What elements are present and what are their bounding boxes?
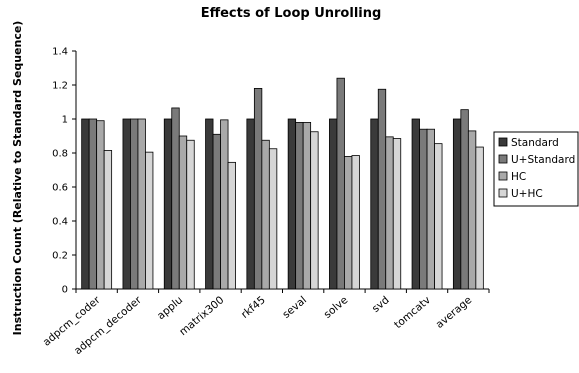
legend-swatch: [498, 137, 508, 147]
bar-standard-average: [452, 118, 462, 290]
bar-hc-adpcm-coder: [96, 120, 105, 290]
y-tick-label: 0.8: [52, 149, 68, 160]
bar-u-hc-adpcm-decoder: [145, 151, 154, 290]
bar-u-standard-tomcatv: [419, 128, 428, 290]
legend-swatch: [498, 188, 508, 198]
bar-u-standard-matrix300: [212, 133, 221, 290]
bar-u-standard-seval: [295, 122, 304, 290]
bar-u-standard-applu: [171, 107, 180, 290]
x-tick-label: rkf45: [239, 294, 268, 321]
bar-u-standard-rkf45: [253, 88, 263, 290]
y-tick-label: 0.6: [52, 183, 68, 194]
bar-u-hc-svd: [392, 138, 402, 290]
bar-u-hc-solve: [351, 155, 360, 290]
legend-label: U+HC: [511, 188, 543, 200]
bar-hc-seval: [302, 122, 312, 290]
bar-standard-rkf45: [246, 118, 255, 290]
y-tick-label: 0: [62, 285, 68, 296]
legend-label: HC: [511, 171, 526, 183]
legend-label: Standard: [511, 137, 559, 149]
bar-hc-adpcm-decoder: [137, 118, 146, 290]
bar-hc-average: [467, 130, 477, 290]
bar-hc-solve: [344, 155, 353, 290]
x-tick-label: tomcatv: [392, 294, 433, 331]
legend-label: U+Standard: [511, 154, 575, 166]
bar-u-standard-adpcm-decoder: [130, 118, 139, 290]
bar-u-standard-adpcm-coder: [88, 118, 98, 290]
bar-u-hc-seval: [310, 131, 319, 290]
bar-hc-matrix300: [220, 119, 229, 290]
bar-standard-tomcatv: [411, 118, 420, 290]
bar-u-hc-matrix300: [227, 161, 236, 290]
x-tick-label: svd: [370, 294, 392, 315]
bar-standard-seval: [287, 118, 297, 290]
bar-hc-svd: [385, 136, 394, 290]
y-tick-label: 1.4: [52, 47, 68, 58]
y-tick-label: 0.4: [52, 217, 68, 228]
y-tick-label: 1: [62, 115, 68, 126]
legend-swatch: [498, 154, 508, 164]
bar-u-standard-svd: [377, 88, 387, 290]
bar-u-hc-adpcm-coder: [103, 150, 113, 290]
bar-standard-svd: [370, 118, 379, 290]
bar-u-hc-tomcatv: [434, 143, 443, 290]
bar-standard-solve: [329, 118, 338, 290]
x-tick-label: average: [434, 294, 475, 331]
bar-hc-tomcatv: [426, 128, 435, 290]
y-tick-label: 0.2: [52, 251, 68, 262]
x-tick-label: applu: [155, 294, 185, 322]
bar-standard-adpcm-decoder: [122, 118, 131, 290]
legend-box: [493, 131, 579, 207]
bar-u-hc-rkf45: [268, 148, 278, 290]
bar-u-standard-solve: [336, 77, 345, 290]
chart-title: Effects of Loop Unrolling: [201, 6, 382, 21]
bar-u-hc-average: [475, 146, 484, 290]
bar-hc-applu: [178, 135, 188, 290]
legend-swatch: [498, 171, 508, 181]
bars: [81, 77, 484, 290]
bar-standard-matrix300: [205, 118, 214, 290]
bar-standard-applu: [163, 118, 173, 290]
y-axis-label: Instruction Count (Relative to Standard …: [11, 21, 24, 336]
bar-u-standard-average: [460, 109, 469, 290]
x-tick-label: solve: [322, 294, 351, 321]
legend: Standard U+Standard HC U+HC: [493, 131, 579, 207]
bar-hc-rkf45: [261, 139, 270, 290]
y-tick-label: 1.2: [52, 81, 68, 92]
bar-standard-adpcm-coder: [81, 118, 90, 290]
bar-u-hc-applu: [186, 139, 195, 290]
x-tick-label: seval: [280, 294, 309, 321]
x-tick-label: matrix300: [177, 294, 226, 338]
